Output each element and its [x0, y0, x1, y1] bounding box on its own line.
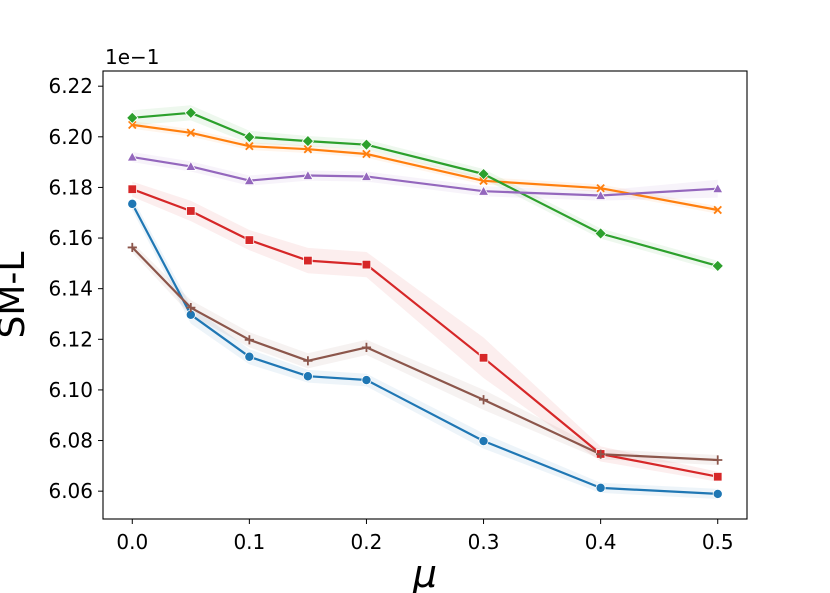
series-4-point — [244, 235, 255, 245]
y-tick-label: 6.20 — [48, 125, 93, 149]
series-5-point — [594, 189, 607, 200]
y-tick-label: 6.18 — [48, 175, 93, 199]
y-tick-label: 6.06 — [48, 479, 93, 503]
x-tick-label: 0.2 — [351, 530, 383, 554]
series-1-point — [478, 436, 489, 447]
series-4-point — [478, 353, 489, 363]
x-tick-label: 0.3 — [468, 530, 500, 554]
series-lines — [131, 111, 718, 495]
y-tick-label: 6.14 — [48, 277, 93, 301]
series-5-point — [185, 160, 197, 171]
series-4-point — [713, 472, 723, 482]
series-4-point — [361, 259, 372, 270]
series-1-point — [595, 482, 606, 493]
y-axis: 6.06 6.08 6.10 6.12 6.14 6.16 6.18 6.20 6.22 — [48, 74, 103, 503]
y-tick-label: 6.08 — [48, 429, 93, 453]
series-6-band — [132, 242, 718, 466]
series-6-point — [478, 395, 489, 405]
series-2-point — [128, 120, 137, 130]
x-axis-label: μ — [412, 552, 437, 593]
y-axis-label: SM-L — [0, 252, 33, 339]
x-tick-label: 0.1 — [233, 530, 265, 554]
series-2-point — [362, 149, 371, 159]
plot-frame — [102, 70, 748, 520]
series-3-point — [126, 111, 139, 124]
x-axis: 0.0 0.1 0.2 0.3 0.4 0.5 — [116, 519, 734, 554]
y-tick-label: 6.10 — [48, 378, 93, 402]
series-1-line — [131, 203, 718, 495]
y-tick-label: 6.22 — [48, 74, 93, 98]
series-5-point — [477, 185, 490, 196]
series-4-band — [132, 181, 718, 482]
series-5-point — [712, 182, 724, 194]
series-2-point — [303, 144, 313, 154]
series-5-point — [302, 169, 314, 180]
series-2-point — [186, 128, 196, 137]
series-3-point — [243, 130, 256, 144]
series-4-point — [127, 184, 137, 194]
series-4-point — [186, 206, 196, 216]
series-1-point — [712, 488, 723, 499]
confidence-bands — [132, 105, 718, 499]
series-6-point — [596, 449, 606, 459]
series-1-point — [361, 375, 372, 386]
series-1-point — [302, 371, 313, 382]
series-3-point — [594, 227, 607, 240]
series-3-line — [132, 111, 718, 267]
series-markers — [126, 106, 724, 499]
series-4-line — [131, 188, 718, 478]
series-4-point — [303, 255, 313, 266]
series-5-point — [243, 174, 256, 185]
y-tick-label: 6.16 — [48, 226, 93, 250]
series-6-point — [186, 303, 196, 313]
series-1-point — [244, 351, 255, 362]
series-5-point — [126, 151, 138, 162]
series-3-point — [184, 106, 197, 119]
series-3-point — [477, 167, 490, 181]
series-6-point — [361, 342, 372, 352]
series-6-point — [303, 356, 313, 366]
series-6-point — [244, 335, 254, 345]
y-tick-label: 6.12 — [48, 327, 93, 351]
series-2-point — [245, 141, 254, 151]
series-3-point — [711, 259, 724, 273]
y-scale-label: 1e−1 — [105, 45, 160, 69]
series-6-line — [131, 246, 718, 462]
series-2-point — [713, 205, 722, 215]
series-3-point — [301, 134, 315, 148]
series-2-line — [132, 123, 718, 212]
series-5-line — [132, 156, 718, 197]
series-6-point — [127, 242, 137, 253]
series-5-point — [360, 170, 373, 181]
series-3-band — [132, 105, 718, 271]
series-2-point — [479, 176, 488, 186]
x-tick-label: 0.0 — [116, 530, 148, 554]
x-tick-label: 0.5 — [702, 530, 734, 554]
series-6-point — [713, 455, 723, 465]
x-tick-label: 0.4 — [585, 530, 617, 554]
series-1-point — [127, 198, 138, 209]
series-2-point — [596, 183, 605, 193]
series-3-point — [360, 138, 373, 151]
